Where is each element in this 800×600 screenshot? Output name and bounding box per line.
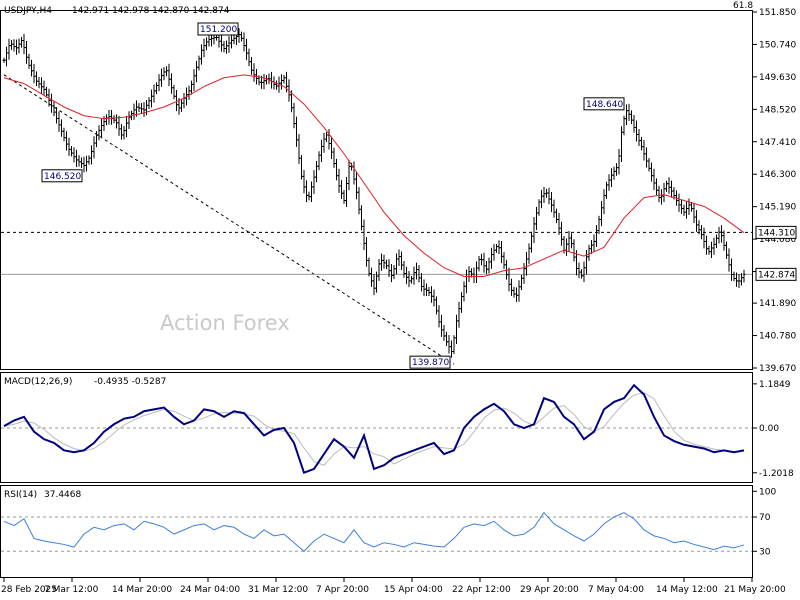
level-label: 142.874 [758, 270, 795, 280]
rsi-y-tick-label: 70 [759, 513, 771, 523]
price-y-tick-label: 150.740 [759, 40, 796, 50]
level-label: 144.310 [758, 228, 795, 238]
price-y-tick-label: 145.190 [759, 203, 796, 213]
x-tick-label: 28 Feb 2025 [1, 585, 57, 595]
x-tick-label: 14 Mar 20:00 [112, 585, 172, 595]
price-annotation: 139.870 [412, 358, 449, 368]
x-tick-label: 31 Mar 12:00 [248, 585, 308, 595]
rsi-panel [1, 511, 752, 552]
macd-y-tick-label: 0.00 [759, 424, 779, 434]
x-tick-label: 29 Apr 20:00 [520, 585, 579, 595]
macd-title: MACD(12,26,9) [4, 377, 72, 387]
price-panel: 151.200 146.520 148.640 139.870 [1, 22, 752, 369]
x-tick-label: 14 May 12:00 [656, 585, 718, 595]
trendline [3, 74, 455, 365]
level-label-box [755, 267, 797, 281]
macd-values: -0.4935 -0.5287 [94, 377, 166, 387]
price-y-tick-label: 146.300 [759, 170, 796, 180]
price-annotation-box [197, 22, 239, 36]
price-y-tick-label: 149.630 [759, 73, 796, 83]
price-annotation: 148.640 [586, 100, 623, 110]
price-y-tick-label: 148.520 [759, 105, 796, 115]
price-y-tick-label: 151.850 [759, 8, 796, 18]
macd-line [3, 383, 745, 474]
rsi-values: 37.4468 [44, 490, 81, 500]
x-tick-label: 7 Mar 12:00 [44, 585, 99, 595]
price-y-tick-label: 144.080 [759, 235, 796, 245]
macd-y-tick-label: 1.1849 [759, 380, 791, 390]
x-tick-label: 15 Apr 04:00 [384, 585, 443, 595]
price-y-tick-label: 140.780 [759, 332, 796, 342]
rsi-line [3, 511, 745, 552]
x-tick-label: 21 May 20:00 [724, 585, 786, 595]
rsi-y-tick-label: 30 [759, 547, 771, 557]
watermark: Action Forex [160, 311, 290, 335]
x-tick-label: 7 May 04:00 [588, 585, 644, 595]
level-label-box [755, 225, 797, 239]
corner-value: 61.8 [733, 1, 753, 11]
macd-signal-line [3, 392, 745, 466]
rsi-y-tick-label: 100 [759, 487, 776, 497]
price-panel-frame [0, 10, 753, 370]
price-y-tick-label: 147.410 [759, 138, 796, 148]
moving-average-line [3, 74, 745, 278]
axes: 151.850 150.740 149.630 148.520 147.410 146.3… [1, 8, 797, 595]
macd-y-tick-label: -1.2018 [759, 469, 794, 479]
symbol-label: USDJPY,H4 [4, 6, 52, 16]
ohlc-label: 142.971 142.978 142.870 142.874 [72, 6, 230, 16]
price-annotation-box [41, 169, 83, 183]
price-annotation: 151.200 [200, 25, 237, 35]
macd-panel [1, 383, 752, 474]
price-y-tick-label: 141.890 [759, 299, 796, 309]
price-y-tick-label: 139.670 [759, 364, 796, 374]
rsi-title: RSI(14) [4, 490, 37, 500]
price-annotation-box [583, 97, 625, 111]
x-tick-label: 24 Mar 04:00 [180, 585, 240, 595]
x-tick-label: 7 Apr 20:00 [316, 585, 369, 595]
price-annotation-box [409, 355, 451, 369]
price-annotation: 146.520 [44, 172, 81, 182]
rsi-panel-frame [0, 485, 753, 578]
x-tick-label: 22 Apr 12:00 [452, 585, 511, 595]
